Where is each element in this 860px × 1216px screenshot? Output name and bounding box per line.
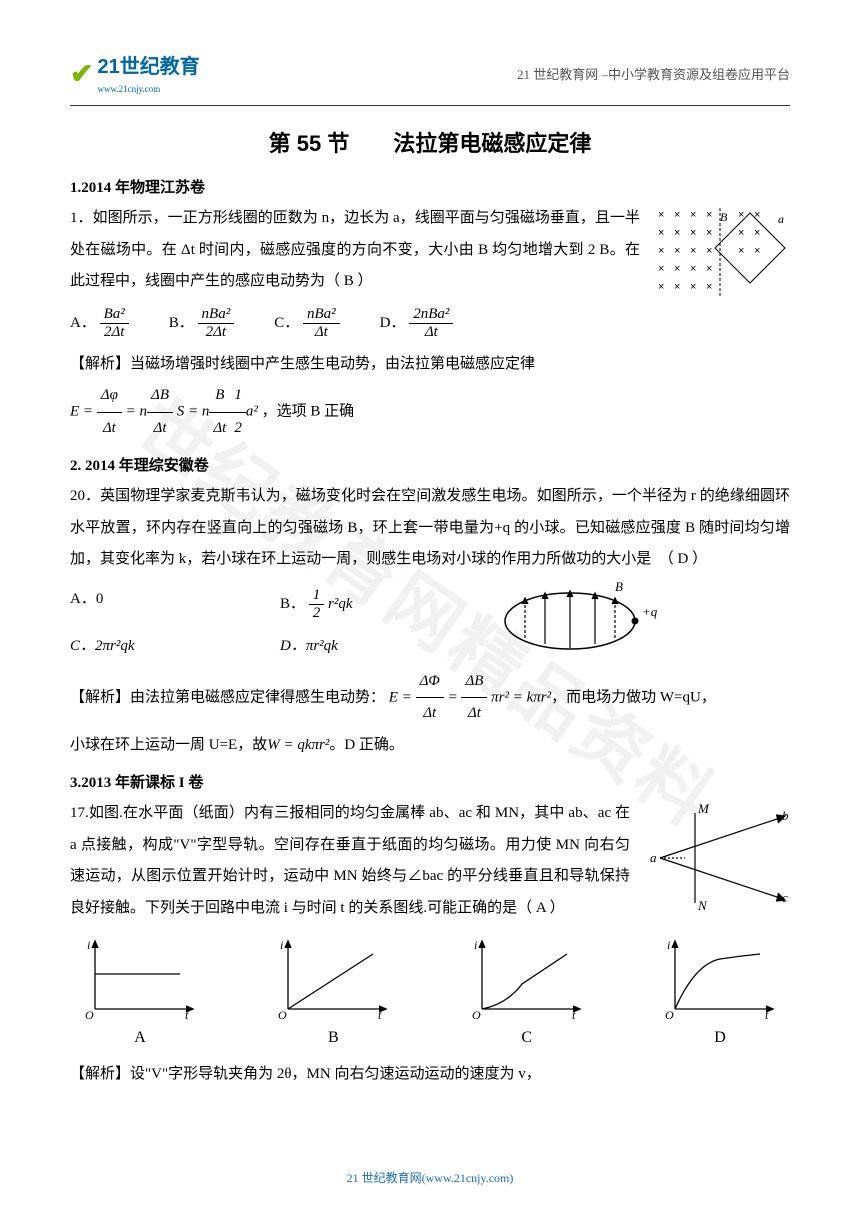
svg-text:B: B [720, 210, 728, 224]
q2-optC: C．2πr²qk [70, 634, 280, 655]
logo-text: 21世纪教育 [97, 56, 199, 78]
q1-optD: D． 2nBa²Δt [380, 306, 454, 341]
svg-text:×: × [754, 227, 760, 239]
svg-text:a: a [650, 850, 657, 865]
svg-text:B: B [615, 579, 623, 594]
svg-text:×: × [674, 209, 680, 221]
q3-charts: O i t A O i t B [70, 934, 790, 1047]
svg-text:×: × [690, 281, 696, 293]
svg-text:×: × [706, 263, 712, 275]
page-title: 第 55 节 法拉第电磁感应定律 [70, 126, 790, 158]
q2-label: 2. 2014 年理综安徽卷 [70, 454, 790, 475]
svg-text:×: × [674, 281, 680, 293]
svg-text:i: i [87, 938, 90, 952]
q2-optB: B． 12 r²qk [280, 587, 490, 622]
q1-optA: A． Ba²2Δt [70, 306, 129, 341]
svg-text:O: O [85, 1008, 94, 1022]
q1-number: 1． [70, 210, 93, 226]
q2-figure: B +q [490, 576, 670, 666]
footer: 21 世纪教育网(www.21cnjy.com) [0, 1169, 860, 1186]
svg-text:×: × [754, 209, 760, 221]
svg-text:×: × [706, 281, 712, 293]
svg-text:×: × [658, 209, 664, 221]
svg-text:M: M [697, 801, 710, 816]
chart-B: O i t B [263, 934, 403, 1047]
q2-analysis: 【解析】由法拉第电磁感应定律得感生电动势： E = ΔΦΔt = ΔBΔt πr… [70, 666, 790, 762]
q3-figure: a M N b c [640, 798, 790, 918]
q3-label: 3.2013 年新课标 I 卷 [70, 771, 790, 792]
svg-text:×: × [658, 245, 664, 257]
q3-body: a M N b c 17.如图.在水平面（纸面）内有三报相同的均匀金属棒 ab、… [70, 798, 790, 924]
q1-optC: C． nBa²Δt [274, 306, 339, 341]
svg-text:×: × [738, 245, 744, 257]
header-row: ✔ 21世纪教育 www.21cnjy.com 21 世纪教育网 –中小学教育资… [70, 50, 790, 97]
svg-text:i: i [474, 938, 477, 952]
svg-text:×: × [738, 227, 744, 239]
svg-text:+q: +q [642, 604, 658, 619]
q1-formula: E = ΔφΔt = nΔBΔt S = nBΔt12a² ，选项 B 正确 [70, 380, 790, 444]
q2-options: A．0 B． 12 r²qk C．2πr²qk D．πr²qk [70, 581, 490, 661]
svg-text:×: × [706, 209, 712, 221]
svg-text:i: i [280, 938, 283, 952]
svg-text:×: × [690, 263, 696, 275]
chart-A: O i t A [70, 934, 210, 1047]
logo: ✔ 21世纪教育 www.21cnjy.com [70, 50, 200, 97]
svg-text:O: O [472, 1008, 481, 1022]
q2-body: 20．英国物理学家麦克斯韦认为，磁场变化时会在空间激发感生电场。如图所示，一个半… [70, 481, 790, 576]
svg-text:c: c [782, 890, 788, 905]
chart-D: O i t D [650, 934, 790, 1047]
q1-optB: B． nBa²2Δt [169, 306, 234, 341]
svg-text:×: × [754, 245, 760, 257]
q3-analysis: 【解析】设"V"字形导轨夹角为 2θ，MN 向右匀速运动运动的速度为 v， [70, 1059, 790, 1091]
q2-optA: A．0 [70, 587, 280, 622]
svg-text:a: a [778, 212, 784, 226]
svg-text:×: × [674, 263, 680, 275]
q1-text: 如图所示，一正方形线圈的匝数为 n，边长为 a，线圈平面与匀强磁场垂直，且一半处… [70, 210, 640, 289]
q1-figure: ×××××× ×××××× ×××××× ×××× ×××× B a [650, 203, 790, 313]
svg-text:×: × [706, 245, 712, 257]
svg-text:×: × [658, 263, 664, 275]
q2-optD: D．πr²qk [280, 634, 490, 655]
svg-text:×: × [674, 245, 680, 257]
logo-sub: www.21cnjy.com [97, 84, 160, 94]
q1-label: 1.2014 年物理江苏卷 [70, 176, 790, 197]
svg-text:×: × [674, 227, 680, 239]
svg-text:b: b [782, 808, 789, 823]
header-divider [70, 105, 790, 106]
svg-text:N: N [697, 898, 708, 913]
logo-icon: ✔ [70, 57, 93, 91]
svg-text:×: × [658, 281, 664, 293]
q1-options: A． Ba²2Δt B． nBa²2Δt C． nBa²Δt D． 2nBa²Δ… [70, 306, 640, 341]
q1-body: ×××××× ×××××× ×××××× ×××× ×××× B a 1．如图所… [70, 203, 790, 298]
svg-text:i: i [667, 938, 670, 952]
svg-text:×: × [690, 245, 696, 257]
svg-text:×: × [658, 227, 664, 239]
svg-text:O: O [665, 1008, 674, 1022]
chart-C: O i t C [457, 934, 597, 1047]
svg-text:O: O [278, 1008, 287, 1022]
svg-text:×: × [690, 209, 696, 221]
q1-analysis: 【解析】当磁场增强时线圈中产生感生电动势，由法拉第电磁感应定律 [70, 349, 790, 381]
header-right: 21 世纪教育网 –中小学教育资源及组卷应用平台 [517, 64, 790, 83]
svg-text:×: × [706, 227, 712, 239]
svg-text:×: × [690, 227, 696, 239]
